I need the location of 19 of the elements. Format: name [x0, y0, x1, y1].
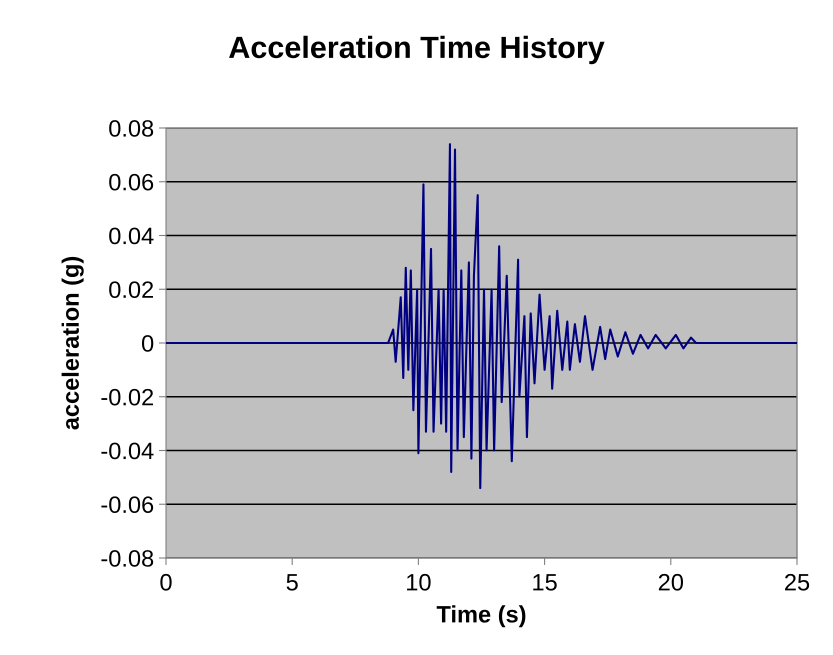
y-axis-title: acceleration (g)	[62, 256, 84, 430]
x-tick-label: 25	[785, 574, 810, 591]
y-tick-label: -0.04	[101, 442, 154, 460]
x-tick-label: 10	[407, 574, 431, 591]
x-axis-title: Time (s)	[436, 605, 526, 628]
y-tick-label: 0	[142, 335, 154, 352]
chart-title: Acceleration Time History	[229, 36, 605, 64]
y-tick-label: 0.08	[109, 120, 154, 137]
y-tick-label: 0.02	[109, 281, 154, 298]
x-tick-label: 15	[533, 574, 557, 591]
x-tick-label: 20	[658, 574, 684, 591]
line-series	[166, 143, 797, 490]
y-tick-label: -0.02	[101, 388, 154, 406]
x-tick-label: 5	[286, 574, 298, 591]
y-tick-label: -0.06	[101, 496, 154, 514]
y-tick-label: 0.06	[109, 174, 154, 191]
y-tick-label: 0.04	[109, 228, 154, 244]
y-tick-label: -0.08	[101, 550, 154, 567]
x-tick-label: 0	[160, 574, 172, 591]
